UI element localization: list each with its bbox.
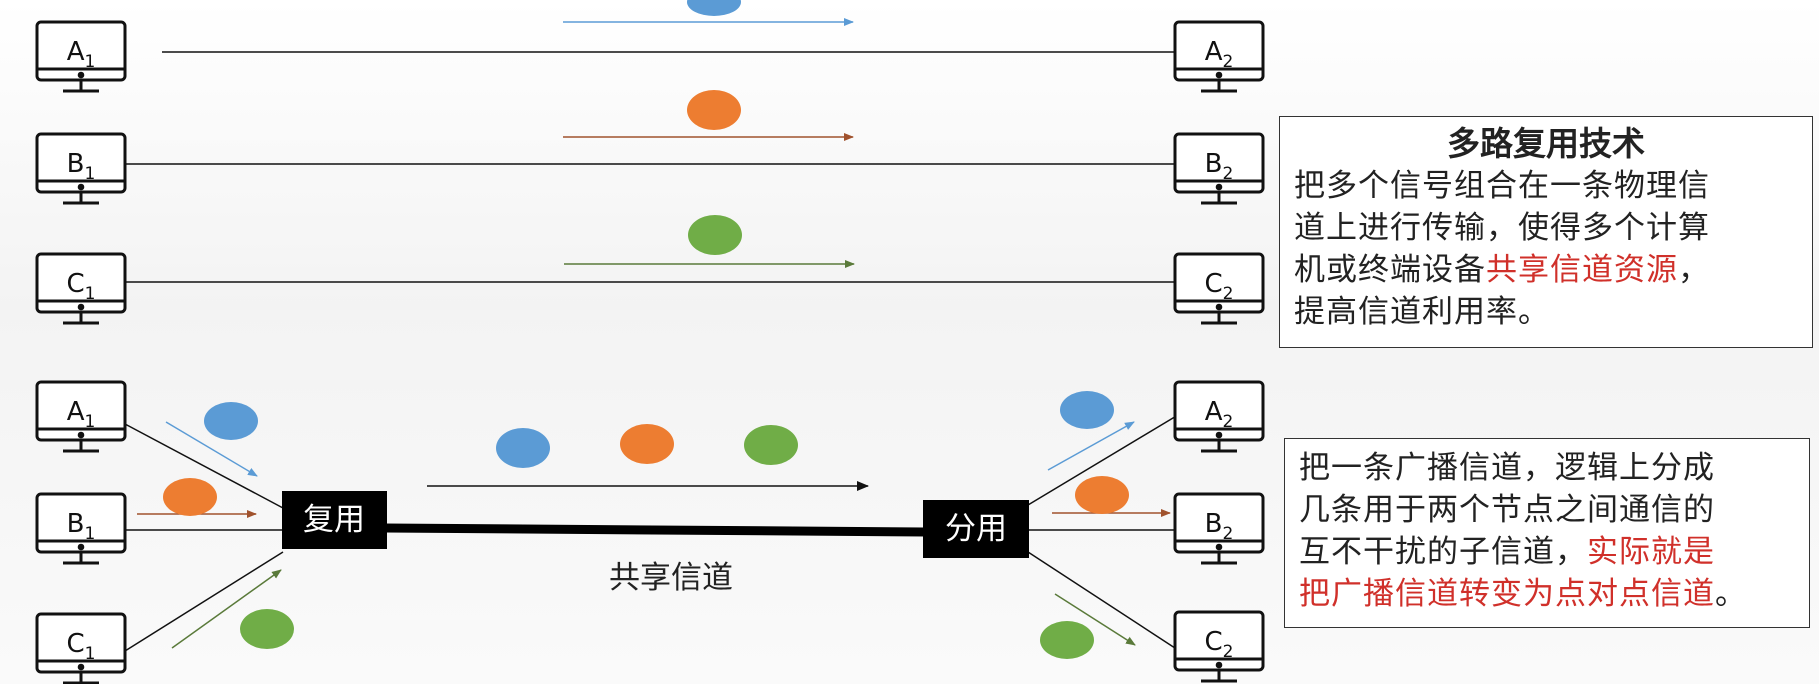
box-line: 互不干扰的子信道，实际就是 (1299, 531, 1795, 573)
computer-c1: C1 (35, 612, 127, 684)
box-body: 把多个信号组合在一条物理信 道上进行传输，使得多个计算 机或终端设备共享信道资源… (1294, 165, 1798, 333)
link-a1-mux (124, 423, 284, 509)
computer-b2: B2 (1173, 492, 1265, 565)
node-subscript: 1 (85, 524, 96, 544)
svg-text:B1: B1 (67, 509, 96, 544)
box-text: 互不干扰的子信道， (1299, 534, 1587, 570)
svg-text:C1: C1 (67, 269, 96, 304)
signal-blue-dot (204, 402, 258, 440)
signal-green-dot (240, 609, 294, 649)
svg-text:B1: B1 (67, 149, 96, 184)
mux-label: 复用 (303, 502, 365, 538)
shared-channel (384, 523, 926, 537)
box-line: 几条用于两个节点之间通信的 (1299, 492, 1715, 528)
computer-b1: B1 (35, 132, 127, 205)
box-body: 把一条广播信道，逻辑上分成 几条用于两个节点之间通信的 互不干扰的子信道，实际就… (1299, 447, 1795, 615)
signal-green-dot (744, 425, 798, 465)
box-line: 把广播信道转变为点对点信道。 (1299, 573, 1795, 615)
computer-c2: C2 (1173, 610, 1265, 683)
box-text: ， (1678, 252, 1710, 288)
box-title: 多路复用技术 (1447, 124, 1645, 163)
node-subscript: 1 (85, 164, 96, 184)
node-letter: C (67, 269, 85, 299)
computer-c2: C2 (1173, 252, 1265, 325)
signal-blue-dot (687, 0, 741, 16)
computer-a2: A2 (1173, 20, 1265, 93)
box-text: 。 (1715, 576, 1747, 612)
node-letter: A (1205, 37, 1223, 67)
computer-b1: B1 (35, 492, 127, 565)
node-letter: B (67, 509, 85, 539)
node-letter: C (67, 629, 85, 659)
node-subscript: 2 (1223, 164, 1234, 184)
node-subscript: 2 (1222, 412, 1233, 432)
node-subscript: 2 (1223, 284, 1234, 304)
signal-blue-dot (1060, 391, 1114, 429)
svg-text:C2: C2 (1205, 627, 1234, 662)
computer-c1: C1 (35, 252, 127, 325)
node-letter: A (67, 397, 85, 427)
node-letter: B (1205, 509, 1223, 539)
link-demux-c2 (1027, 551, 1179, 651)
box-line: 把一条广播信道，逻辑上分成 (1299, 450, 1715, 486)
signal-green-dot (1040, 621, 1094, 659)
box-line: 提高信道利用率。 (1294, 294, 1550, 330)
node-subscript: 2 (1223, 642, 1234, 662)
multiplexing-definition-box: 多路复用技术 把多个信号组合在一条物理信 道上进行传输，使得多个计算 机或终端设… (1279, 116, 1813, 348)
node-letter: C (1205, 269, 1223, 299)
shared-channel-label: 共享信道 (609, 560, 733, 596)
arrow-blue-in (165, 421, 258, 477)
node-subscript: 2 (1223, 524, 1234, 544)
svg-text:C2: C2 (1205, 269, 1234, 304)
signal-orange-dot (687, 90, 741, 130)
node-letter: A (1205, 397, 1223, 427)
node-letter: A (67, 37, 85, 67)
arrow-green-in (171, 569, 282, 649)
signal-orange-dot (620, 424, 674, 464)
node-subscript: 2 (1222, 52, 1233, 72)
node-subscript: 1 (84, 52, 95, 72)
computer-b2: B2 (1173, 132, 1265, 205)
node-letter: B (67, 149, 85, 179)
svg-text:B2: B2 (1205, 149, 1234, 184)
box-line: 机或终端设备共享信道资源， (1294, 249, 1798, 291)
box-line: 道上进行传输，使得多个计算 (1294, 210, 1710, 246)
node-letter: C (1205, 627, 1223, 657)
demux-label: 分用 (945, 511, 1007, 547)
signal-orange-dot (163, 478, 217, 516)
signal-green-dot (688, 215, 742, 255)
top-section: A1 B1 C1 A2 B2 C2 (35, 0, 1265, 325)
node-subscript: 1 (85, 284, 96, 304)
highlight-text: 把广播信道转变为点对点信道 (1299, 576, 1715, 612)
computer-a1: A1 (35, 20, 127, 93)
link-c1-mux (124, 551, 284, 652)
arrow-green-out (1054, 593, 1136, 646)
box-line: 把多个信号组合在一条物理信 (1294, 168, 1710, 204)
signal-blue-dot (496, 428, 550, 468)
svg-text:A2: A2 (1205, 37, 1234, 72)
demux-box: 分用 (923, 500, 1029, 558)
computer-a2: A2 (1173, 380, 1265, 453)
svg-text:A2: A2 (1205, 397, 1234, 432)
svg-text:A1: A1 (67, 37, 96, 72)
node-letter: B (1205, 149, 1223, 179)
node-subscript: 1 (84, 412, 95, 432)
channel-division-box: 把一条广播信道，逻辑上分成 几条用于两个节点之间通信的 互不干扰的子信道，实际就… (1284, 438, 1810, 628)
mux-box: 复用 (282, 491, 387, 549)
node-subscript: 1 (85, 644, 96, 664)
signal-orange-dot (1075, 476, 1129, 514)
bottom-section: 复用 分用 共享信道 A1 B1 C1 A2 B2 (35, 380, 1265, 684)
svg-text:C1: C1 (67, 629, 96, 664)
link-demux-a2 (1027, 414, 1179, 506)
highlight-text: 实际就是 (1587, 534, 1715, 570)
svg-text:A1: A1 (67, 397, 96, 432)
arrow-blue-out (1047, 421, 1135, 471)
box-text: 机或终端设备 (1294, 252, 1486, 288)
computer-a1: A1 (35, 380, 127, 453)
highlight-text: 共享信道资源 (1486, 252, 1678, 288)
svg-text:B2: B2 (1205, 509, 1234, 544)
